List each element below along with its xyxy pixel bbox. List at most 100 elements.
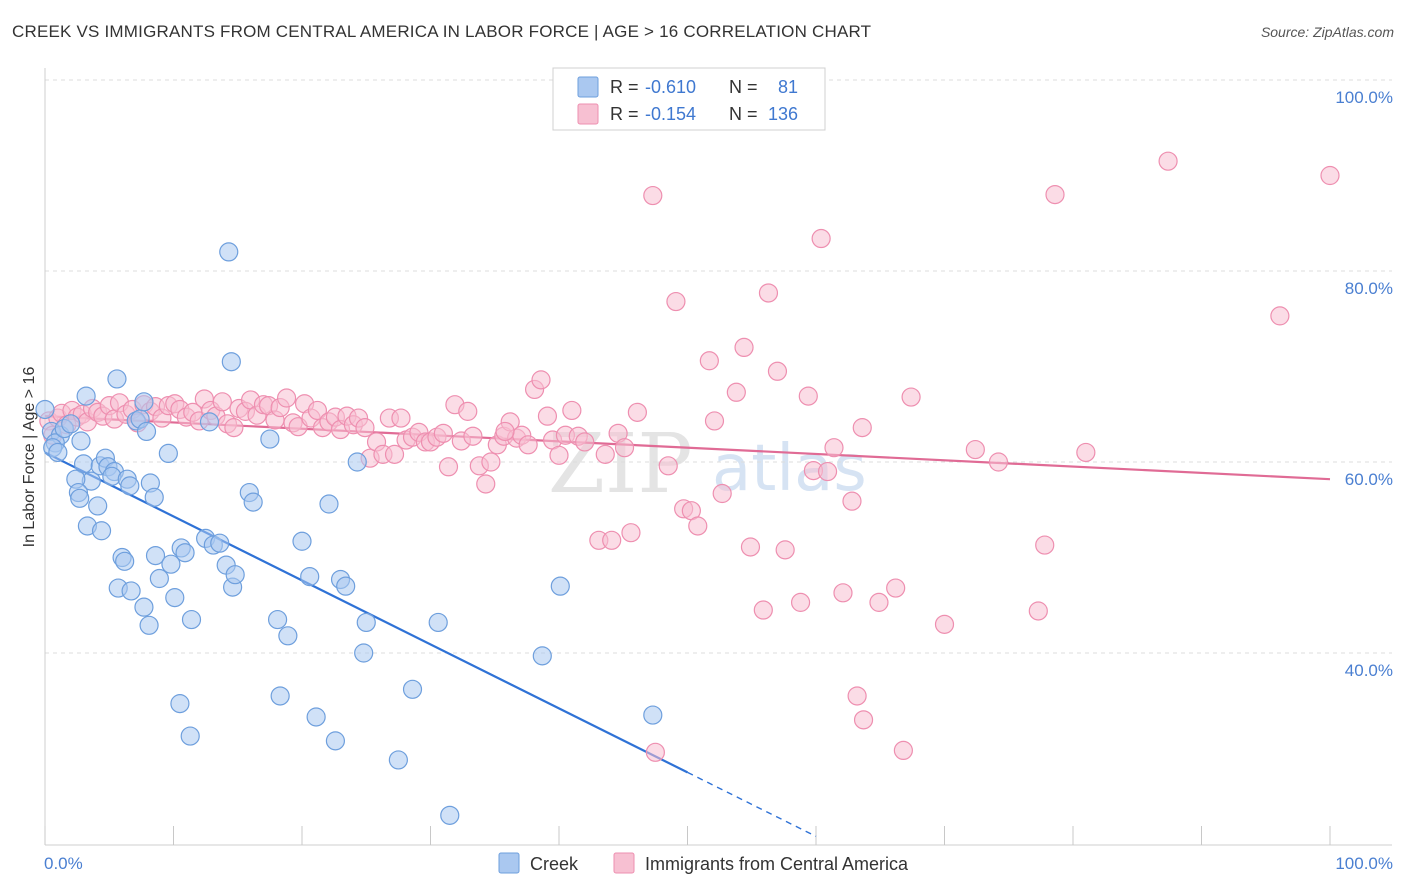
y-tick-labels: 40.0%60.0%80.0%100.0% [1335, 88, 1393, 680]
immigrants-point [644, 187, 662, 205]
creek-point [145, 488, 163, 506]
immigrants-point [1077, 443, 1095, 461]
creek-point [271, 687, 289, 705]
creek-point [135, 598, 153, 616]
creek-point [108, 370, 126, 388]
immigrants-point [459, 402, 477, 420]
watermark-atlas: atlas [712, 432, 867, 506]
immigrants-point [834, 584, 852, 602]
immigrants-series-swatch [614, 853, 634, 873]
creek-point [357, 613, 375, 631]
immigrants-point [754, 601, 772, 619]
immigrants-point [576, 433, 594, 451]
creek-point [77, 387, 95, 405]
creek-point [551, 577, 569, 595]
creek-points [36, 243, 662, 824]
creek-point [211, 534, 229, 552]
immigrants-point [768, 362, 786, 380]
creek-series-label: Creek [530, 854, 579, 874]
immigrants-point [392, 409, 410, 427]
creek-point [122, 582, 140, 600]
immigrants-point [563, 401, 581, 419]
stats-legend: R = -0.610 N = 81 R = -0.154 N = 136 [553, 68, 825, 130]
creek-point [441, 806, 459, 824]
creek-r-label: R = [610, 77, 639, 97]
immigrants-point [825, 439, 843, 457]
creek-point [181, 727, 199, 745]
creek-series-swatch [499, 853, 519, 873]
creek-legend-swatch [578, 77, 598, 97]
creek-point [36, 400, 54, 418]
creek-point [182, 611, 200, 629]
immigrants-point [550, 446, 568, 464]
creek-point [49, 443, 67, 461]
creek-n-value: 81 [778, 77, 798, 97]
creek-point [93, 522, 111, 540]
immigrants-point [870, 593, 888, 611]
creek-point [337, 577, 355, 595]
immigrants-point [776, 541, 794, 559]
immigrants-point [705, 412, 723, 430]
immigrants-point [667, 293, 685, 311]
creek-point [404, 680, 422, 698]
immigrants-point [727, 383, 745, 401]
creek-point [71, 489, 89, 507]
creek-point [176, 544, 194, 562]
creek-point [140, 616, 158, 634]
immigrants-point [759, 284, 777, 302]
gridlines [45, 80, 1392, 653]
immigrants-point [799, 387, 817, 405]
creek-point [429, 613, 447, 631]
immigrants-series-label: Immigrants from Central America [645, 854, 909, 874]
immigrants-point [848, 687, 866, 705]
series-legend: Creek Immigrants from Central America [499, 853, 909, 874]
immigrants-point [713, 485, 731, 503]
creek-point [159, 444, 177, 462]
creek-point [269, 611, 287, 629]
immigrants-point [1029, 602, 1047, 620]
immigrants-point [477, 475, 495, 493]
immigrants-point [887, 579, 905, 597]
y-tick-label: 80.0% [1345, 279, 1393, 298]
immigrants-point [646, 743, 664, 761]
creek-point [644, 706, 662, 724]
creek-point [355, 644, 373, 662]
immigrants-point [853, 419, 871, 437]
immigrants-point [519, 436, 537, 454]
immigrants-point [989, 453, 1007, 471]
immigrants-point [439, 458, 457, 476]
creek-point [135, 393, 153, 411]
y-tick-label: 100.0% [1335, 88, 1393, 107]
immigrants-point [482, 453, 500, 471]
immigrants-point [689, 517, 707, 535]
immigrants-point [966, 441, 984, 459]
creek-point [226, 566, 244, 584]
immigrants-point [496, 422, 514, 440]
immigrants-point [616, 439, 634, 457]
immigrants-point [225, 419, 243, 437]
immigrants-point [1046, 186, 1064, 204]
creek-point [301, 568, 319, 586]
y-tick-label: 40.0% [1345, 661, 1393, 680]
creek-point [222, 353, 240, 371]
immigrants-point [812, 230, 830, 248]
creek-point [244, 493, 262, 511]
immigrants-point [1159, 152, 1177, 170]
creek-point [293, 532, 311, 550]
immigrants-point [792, 593, 810, 611]
immigrants-point [622, 524, 640, 542]
creek-point [533, 647, 551, 665]
immigrants-n-label: N = [729, 104, 758, 124]
immigrants-point [278, 389, 296, 407]
immigrants-point [700, 352, 718, 370]
immigrants-point [538, 407, 556, 425]
creek-point [62, 415, 80, 433]
immigrants-r-value: -0.154 [645, 104, 696, 124]
creek-n-label: N = [729, 77, 758, 97]
x-tick-label: 0.0% [44, 854, 83, 873]
immigrants-point [741, 538, 759, 556]
creek-point [220, 243, 238, 261]
immigrants-point [213, 393, 231, 411]
creek-trend-extension [688, 772, 817, 836]
creek-point [389, 751, 407, 769]
